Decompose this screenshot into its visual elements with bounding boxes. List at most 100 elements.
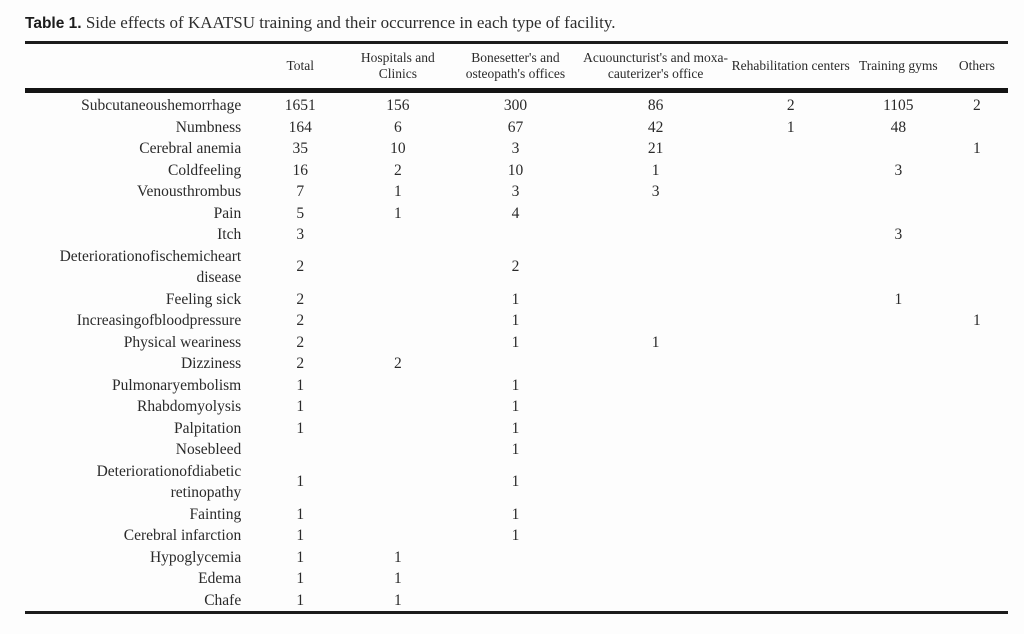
value-cell [851,568,946,590]
value-cell: 1 [393,204,402,222]
value-cell [946,375,1008,397]
value-cell [581,461,731,504]
header-cell: Acuouncturist's and moxa-cauterizer's of… [580,42,731,93]
row-label: Pulmonaryembolism [112,376,242,394]
value-cell [851,461,946,504]
table-row: Palpitation 1 1 [25,418,1008,440]
side-effects-table: Total Hospitals and Clinics Bonesetter's a… [25,41,1008,614]
value-cell [581,353,731,375]
value-cell [731,138,851,160]
value-cell: 1105 [883,97,914,114]
value-cell: 2 [296,258,305,276]
value-cell [345,525,450,547]
value-cell [345,332,450,354]
value-cell [581,396,731,418]
value-cell [731,375,851,397]
value-cell [731,525,851,547]
value-cell [581,504,731,526]
row-label: Dizziness [180,355,242,372]
value-cell: 6 [393,118,402,136]
value-cell [851,504,946,526]
table-row: Edema 1 1 [25,568,1008,590]
value-cell [851,418,946,440]
header-cell: Rehabilitation centers [730,42,851,93]
value-cell: 3 [296,226,305,243]
row-label: Chafe [204,591,242,609]
value-cell [345,396,450,418]
value-cell: 1 [296,527,305,544]
value-cell [450,224,580,246]
header-cell-empty [25,42,256,93]
value-cell [345,439,450,461]
value-cell: 5 [296,204,305,222]
value-cell [345,289,450,311]
value-cell [581,289,731,311]
table-header: Total Hospitals and Clinics Bonesetter's a… [25,42,1008,93]
header-cell: Bonesetter's and osteopath's offices [450,42,581,93]
value-cell [731,439,851,461]
value-cell [851,375,946,397]
table-caption: Table 1. Side effects of KAATSU training… [25,12,1008,35]
value-cell: 1 [651,333,660,351]
value-cell [946,396,1008,418]
value-cell [946,224,1008,246]
value-cell [851,547,946,569]
value-cell [731,203,851,225]
value-cell [731,461,851,504]
value-cell: 1 [393,570,402,587]
row-label: Deteriorationofischemicheart disease [59,247,242,287]
value-cell: 1 [296,591,305,609]
value-cell [581,525,731,547]
table-row: Subcutaneoushemorrhage 1651 156 300 86 2 1105 2 [25,91,1008,117]
table-body: Subcutaneoushemorrhage 1651 156 300 86 2 1105 2… [25,91,1008,613]
value-cell: 156 [386,97,410,114]
row-label: Edema [198,570,242,587]
value-cell: 1 [296,473,305,491]
value-cell: 1 [511,527,520,544]
value-cell [345,246,450,289]
header-cell: Training gyms [850,42,946,93]
row-label: Numbness [175,118,242,136]
value-cell: 1 [511,398,520,415]
value-cell: 2 [296,355,305,372]
row-label: Fainting [189,505,242,523]
value-cell [946,568,1008,590]
value-cell: 16 [292,161,309,179]
table-row: Nosebleed 1 [25,439,1008,461]
value-cell [345,310,450,332]
value-cell [450,353,580,375]
value-cell [581,310,731,332]
table-row: Fainting 1 1 [25,504,1008,526]
header-cell: Others [945,42,1008,93]
header-row: Total Hospitals and Clinics Bonesetter's a… [25,42,1008,93]
value-cell: 1 [511,333,520,351]
table-row: Deteriorationofischemicheart disease 2 2 [25,246,1008,289]
value-cell [946,439,1008,461]
value-cell [851,525,946,547]
row-label: Subcutaneoushemorrhage [81,97,242,114]
table-row: Numbness 164 6 67 42 1 48 [25,117,1008,139]
value-cell [851,138,946,160]
value-cell [581,375,731,397]
value-cell: 1 [973,140,981,157]
value-cell [731,160,851,182]
value-cell [450,568,580,590]
value-cell [581,439,731,461]
row-label: Increasingofbloodpressure [76,312,242,329]
value-cell [851,590,946,613]
value-cell: 1 [511,290,520,308]
table-row: Cerebral infarction 1 1 [25,525,1008,547]
value-cell [731,418,851,440]
value-cell [851,439,946,461]
value-cell [946,461,1008,504]
value-cell: 2 [393,161,402,179]
row-label: Rhabdomyolysis [137,398,242,415]
value-cell [255,439,345,461]
value-cell [731,504,851,526]
row-label: Palpitation [174,419,242,437]
value-cell [851,353,946,375]
value-cell: 1 [296,376,305,394]
row-label: Venousthrombus [137,183,242,200]
value-cell [581,547,731,569]
